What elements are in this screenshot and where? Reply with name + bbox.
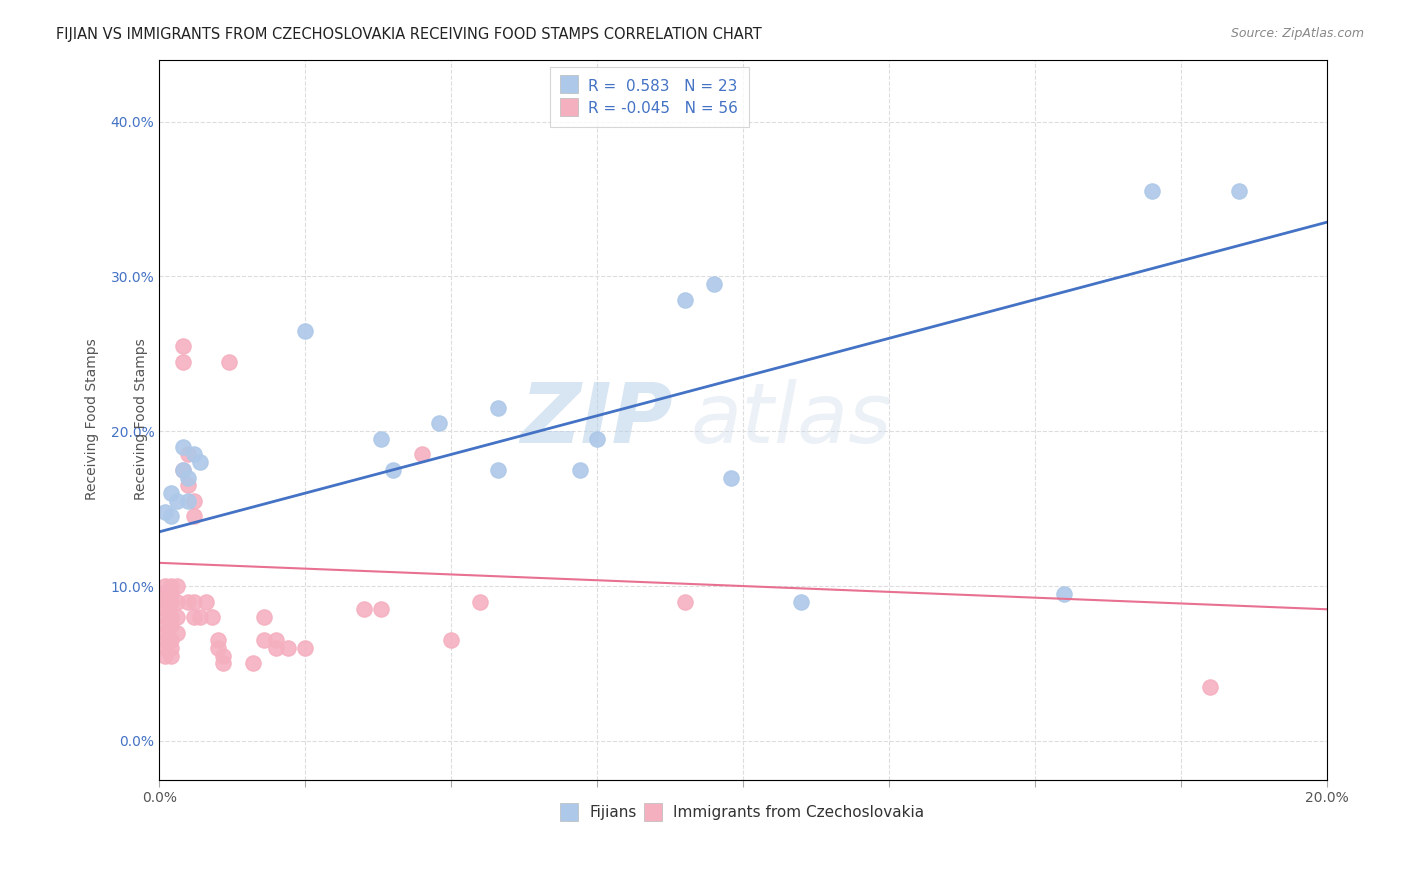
Point <box>1227 184 1250 198</box>
Point <box>673 594 696 608</box>
Point <box>166 494 188 508</box>
Point <box>153 505 176 519</box>
Point <box>673 293 696 307</box>
Point <box>370 432 392 446</box>
Point <box>183 494 205 508</box>
Point <box>159 594 181 608</box>
Point <box>153 633 176 648</box>
Point <box>153 640 176 655</box>
Point <box>790 594 813 608</box>
Point <box>153 602 176 616</box>
Point <box>703 277 725 292</box>
Point <box>429 417 451 431</box>
Point <box>212 648 235 663</box>
Point <box>166 579 188 593</box>
Point <box>370 602 392 616</box>
Point <box>1199 680 1222 694</box>
Point <box>153 579 176 593</box>
Point <box>568 463 591 477</box>
Point <box>253 610 276 624</box>
Point <box>177 594 200 608</box>
Point <box>440 633 463 648</box>
Point <box>264 633 287 648</box>
Point <box>720 471 742 485</box>
Text: FIJIAN VS IMMIGRANTS FROM CZECHOSLOVAKIA RECEIVING FOOD STAMPS CORRELATION CHART: FIJIAN VS IMMIGRANTS FROM CZECHOSLOVAKIA… <box>56 27 762 42</box>
Point <box>159 610 181 624</box>
Point <box>172 440 194 454</box>
Point <box>172 463 194 477</box>
Point <box>486 463 509 477</box>
Point <box>153 594 176 608</box>
Text: Source: ZipAtlas.com: Source: ZipAtlas.com <box>1230 27 1364 40</box>
Point <box>183 594 205 608</box>
Point <box>586 432 609 446</box>
Point <box>1140 184 1163 198</box>
Point <box>183 509 205 524</box>
Point <box>172 463 194 477</box>
Y-axis label: Receiving Food Stamps: Receiving Food Stamps <box>86 339 100 500</box>
Point <box>172 339 194 353</box>
Point <box>159 633 181 648</box>
Point <box>159 617 181 632</box>
Point <box>172 354 194 368</box>
Point <box>159 579 181 593</box>
Point <box>159 640 181 655</box>
Point <box>177 471 200 485</box>
Point <box>183 610 205 624</box>
Point <box>294 324 316 338</box>
Point <box>159 509 181 524</box>
Point <box>242 657 264 671</box>
Point <box>166 625 188 640</box>
Point <box>148 587 170 601</box>
Point <box>1053 587 1076 601</box>
Point <box>177 494 200 508</box>
Point <box>188 610 211 624</box>
Point <box>159 486 181 500</box>
Point <box>212 657 235 671</box>
Text: ZIP: ZIP <box>520 379 673 460</box>
Point <box>381 463 404 477</box>
Point <box>411 447 433 461</box>
Point <box>177 447 200 461</box>
Point <box>201 610 224 624</box>
Point <box>294 640 316 655</box>
Point <box>218 354 240 368</box>
Point <box>166 594 188 608</box>
Point <box>253 633 276 648</box>
Point <box>166 610 188 624</box>
Point <box>207 633 229 648</box>
Point <box>177 478 200 492</box>
Point <box>159 648 181 663</box>
Point <box>153 617 176 632</box>
Point <box>153 587 176 601</box>
Text: atlas: atlas <box>690 379 893 460</box>
Point <box>486 401 509 415</box>
Point <box>188 455 211 469</box>
Point <box>153 648 176 663</box>
Point <box>470 594 492 608</box>
Point <box>207 640 229 655</box>
Point <box>153 625 176 640</box>
Point <box>183 447 205 461</box>
Point <box>153 610 176 624</box>
Point <box>159 587 181 601</box>
Point <box>277 640 299 655</box>
Point <box>264 640 287 655</box>
Legend: Fijians, Immigrants from Czechoslovakia: Fijians, Immigrants from Czechoslovakia <box>555 798 931 826</box>
Point <box>353 602 375 616</box>
Y-axis label: Receiving Food Stamps: Receiving Food Stamps <box>134 339 148 500</box>
Point <box>194 594 217 608</box>
